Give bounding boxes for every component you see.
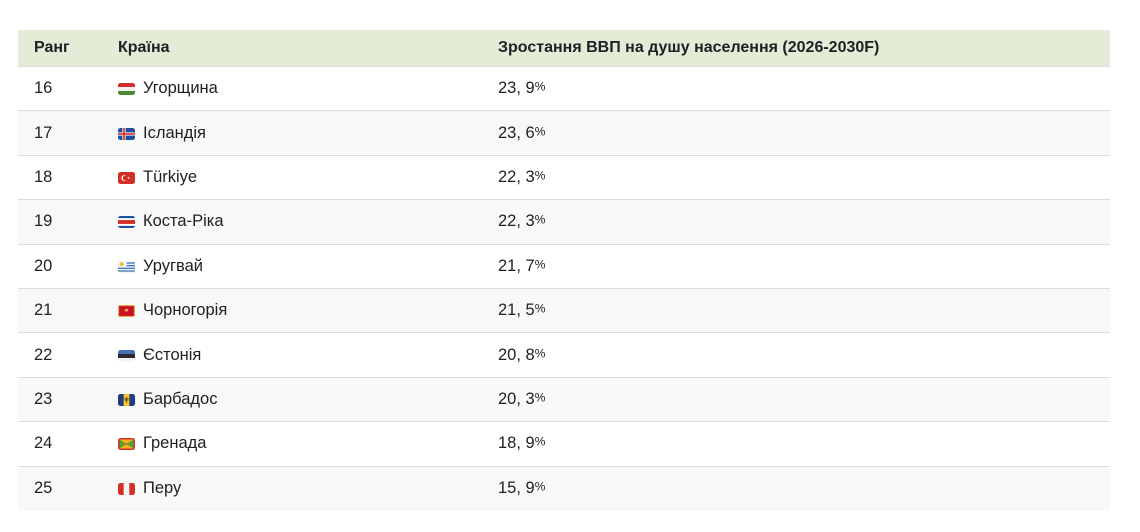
table-row: 22 Єстонія 20, 8%	[18, 333, 1110, 378]
rank-cell: 16	[34, 79, 53, 98]
percent-sign: %	[534, 346, 546, 361]
growth-value: 20, 3%	[498, 389, 546, 408]
rank-cell: 25	[34, 479, 53, 498]
flag-iceland-icon	[118, 127, 135, 140]
percent-sign: %	[534, 212, 546, 227]
country-cell: Уругвай	[118, 257, 498, 276]
country-cell: Гренада	[118, 434, 498, 453]
percent-sign: %	[534, 390, 546, 405]
rank-cell: 18	[34, 167, 53, 186]
growth-value: 20, 8%	[498, 345, 546, 364]
flag-costa-rica-icon	[118, 216, 135, 229]
rank-cell: 17	[34, 123, 53, 142]
percent-sign: %	[534, 79, 546, 94]
flag-estonia-icon	[118, 349, 135, 362]
country-name: Уругвай	[143, 256, 203, 275]
percent-sign: %	[534, 301, 546, 316]
percent-sign: %	[534, 434, 546, 449]
table-body: 16 Угорщина 23, 9% 17 Ісландія 23, 6% 18…	[18, 67, 1110, 511]
rank-cell: 19	[34, 212, 53, 231]
country-cell: Чорногорія	[118, 301, 498, 320]
table-row: 18 Türkiye 22, 3%	[18, 156, 1110, 201]
country-name: Чорногорія	[143, 301, 228, 320]
percent-sign: %	[534, 257, 546, 272]
growth-value: 15, 9%	[498, 479, 546, 498]
rank-cell: 24	[34, 434, 53, 453]
country-cell: Ісландія	[118, 124, 498, 143]
growth-value: 23, 9%	[498, 79, 546, 98]
country-name: Гренада	[143, 434, 207, 453]
country-name: Перу	[143, 479, 182, 498]
country-cell: Коста-Ріка	[118, 212, 498, 231]
country-name: Коста-Ріка	[143, 212, 224, 231]
percent-sign: %	[534, 168, 546, 183]
table-row: 20 Уругвай 21, 7%	[18, 245, 1110, 289]
table-header-row: Ранг Країна Зростання ВВП на душу населе…	[18, 30, 1110, 67]
rank-cell: 22	[34, 345, 53, 364]
table-row: 23 Барбадос 20, 3%	[18, 377, 1110, 423]
country-name: Барбадос	[143, 389, 218, 408]
country-name: Türkiye	[143, 167, 198, 186]
rank-cell: 23	[34, 389, 53, 408]
growth-value: 21, 5%	[498, 301, 546, 320]
flag-montenegro-icon	[118, 305, 135, 318]
percent-sign: %	[534, 479, 546, 494]
table-row: 21 Чорногорія 21, 5%	[18, 288, 1110, 334]
flag-grenada-icon	[118, 438, 135, 451]
flag-uruguay-icon	[118, 260, 135, 273]
table-row: 19 Коста-Ріка 22, 3%	[18, 200, 1110, 245]
flag-turkiye-icon	[118, 171, 135, 184]
country-cell: Türkiye	[118, 168, 498, 187]
header-cell-rank: Ранг	[34, 39, 70, 56]
table-row: 24 Гренада 18, 9%	[18, 422, 1110, 467]
country-cell: Угорщина	[118, 79, 498, 98]
percent-sign: %	[534, 124, 546, 139]
growth-value: 18, 9%	[498, 434, 546, 453]
country-cell: Перу	[118, 479, 498, 498]
flag-hungary-icon	[118, 83, 135, 96]
country-name: Ісландія	[143, 123, 206, 142]
header-cell-growth: Зростання ВВП на душу населення (2026-20…	[498, 39, 880, 56]
country-name: Єстонія	[143, 345, 202, 364]
growth-value: 22, 3%	[498, 167, 546, 186]
flag-barbados-icon	[118, 393, 135, 406]
country-cell: Єстонія	[118, 346, 498, 365]
country-cell: Барбадос	[118, 390, 498, 409]
growth-value: 23, 6%	[498, 123, 546, 142]
header-cell-country: Країна	[118, 39, 170, 56]
table-row: 25 Перу 15, 9%	[18, 466, 1110, 511]
rank-cell: 20	[34, 256, 53, 275]
rank-cell: 21	[34, 301, 53, 320]
table-row: 16 Угорщина 23, 9%	[18, 67, 1110, 112]
gdp-growth-ranking-table: Ранг Країна Зростання ВВП на душу населе…	[18, 30, 1110, 511]
growth-value: 22, 3%	[498, 212, 546, 231]
table-row: 17 Ісландія 23, 6%	[18, 111, 1110, 156]
flag-peru-icon	[118, 483, 135, 496]
growth-value: 21, 7%	[498, 256, 546, 275]
country-name: Угорщина	[143, 79, 218, 98]
